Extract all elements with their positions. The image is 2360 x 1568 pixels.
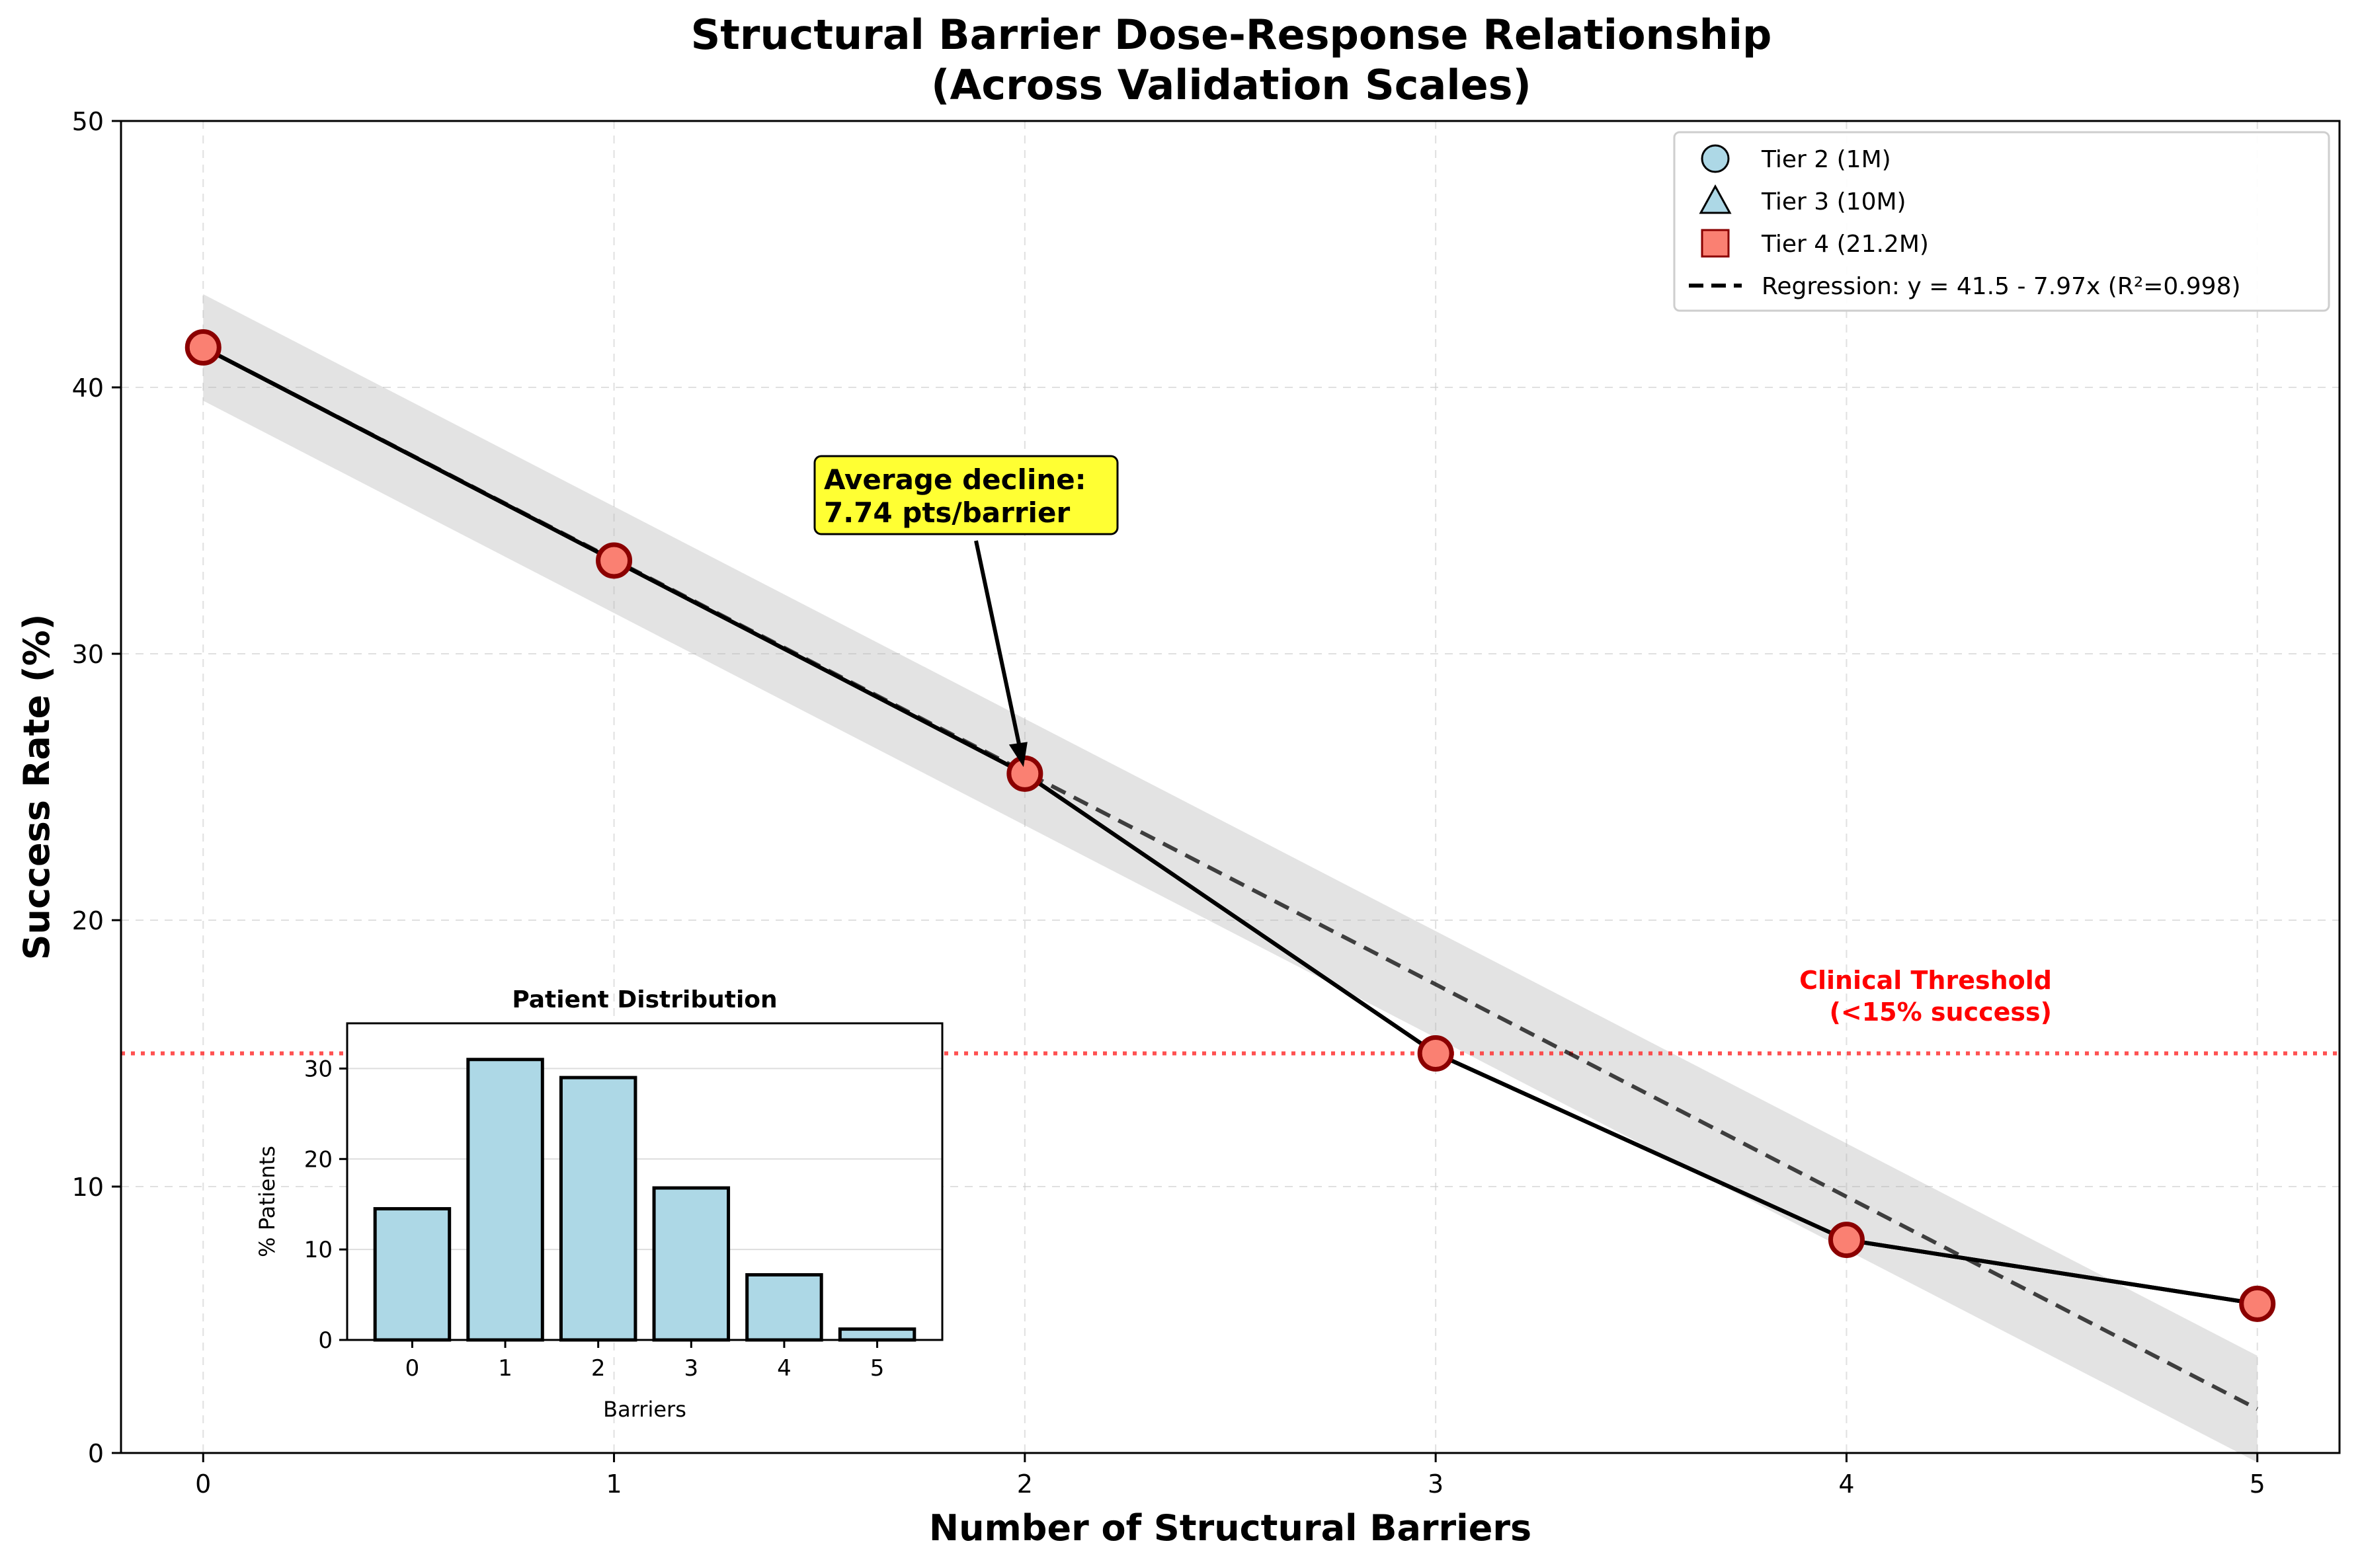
x-axis-label: Number of Structural Barriers xyxy=(929,1507,1531,1549)
legend-label: Tier 3 (10M) xyxy=(1761,188,1906,216)
inset-y-tick-label: 20 xyxy=(304,1146,333,1173)
data-point xyxy=(1006,755,1043,792)
inset-patient-distribution: 0 1 2 3 4 5 0 10 20 30 Patient Distribution Barrier… xyxy=(255,986,944,1422)
inset-x-tick-label: 0 xyxy=(405,1355,420,1382)
y-axis-ticks: 0 10 20 30 40 50 xyxy=(72,107,121,1468)
y-tick-label: 40 xyxy=(72,373,104,403)
data-point xyxy=(1417,1035,1454,1072)
x-tick-label: 2 xyxy=(1017,1470,1033,1499)
annotation-arrow-head xyxy=(1008,742,1028,767)
inset-x-tick-label: 5 xyxy=(870,1355,885,1382)
chart-title-line2: (Across Validation Scales) xyxy=(931,61,1531,109)
series-line-3 xyxy=(202,345,2258,1306)
legend-label-regression: Regression: y = 41.5 - 7.97x (R²=0.998) xyxy=(1762,273,2241,300)
y-tick-label: 50 xyxy=(72,107,104,136)
y-tick-label: 20 xyxy=(72,906,104,935)
series-line xyxy=(202,345,2258,1306)
inset-bar xyxy=(559,1076,637,1342)
legend-marker-square xyxy=(1701,229,1730,258)
x-tick-label: 1 xyxy=(606,1470,622,1499)
inset-bar xyxy=(466,1058,544,1342)
threshold-label-line1: Clinical Threshold xyxy=(1799,966,2052,995)
inset-bar xyxy=(652,1186,731,1342)
data-point xyxy=(596,542,633,579)
data-point xyxy=(184,329,222,366)
annotation-arrow-shaft xyxy=(974,540,1024,760)
data-point xyxy=(1828,1222,1865,1259)
data-point xyxy=(2239,1285,2276,1322)
y-axis-label: Success Rate (%) xyxy=(16,614,58,960)
inset-x-tick-label: 2 xyxy=(591,1355,606,1382)
average-decline-annotation: Average decline:7.74 pts/barrier xyxy=(813,455,1119,767)
inset-title: Patient Distribution xyxy=(512,986,777,1013)
inset-x-tick-label: 1 xyxy=(498,1355,512,1382)
inset-bar xyxy=(838,1327,916,1342)
inset-y-label: % Patients xyxy=(255,1146,280,1257)
x-axis-ticks: 0 1 2 3 4 5 xyxy=(195,1453,2265,1499)
legend-marker-triangle xyxy=(1699,184,1732,214)
annotation-text-line1: Average decline: xyxy=(824,463,1086,496)
y-tick-label: 10 xyxy=(72,1173,104,1202)
inset-bar xyxy=(373,1207,452,1342)
legend-label: Tier 4 (21.2M) xyxy=(1761,231,1929,258)
annotation-box xyxy=(813,455,1119,535)
threshold-label-line2: (<15% success) xyxy=(1830,998,2053,1027)
inset-x-tick-label: 4 xyxy=(777,1355,792,1382)
y-tick-label: 0 xyxy=(88,1439,104,1468)
x-tick-label: 3 xyxy=(1428,1470,1444,1499)
main-plot-frame xyxy=(120,120,2341,1454)
x-tick-label: 5 xyxy=(2250,1470,2265,1499)
inset-frame xyxy=(346,1022,944,1341)
chart-title-line1: Structural Barrier Dose-Response Relatio… xyxy=(691,11,1772,59)
inset-x-label: Barriers xyxy=(603,1397,686,1422)
inset-y-tick-label: 0 xyxy=(318,1327,333,1354)
clinical-threshold-label: Clinical Threshold (<15% success) xyxy=(1799,966,2052,1027)
series-markers xyxy=(184,329,2276,1322)
y-tick-label: 30 xyxy=(72,640,104,669)
inset-x-tick-label: 3 xyxy=(684,1355,698,1382)
legend-box xyxy=(1673,131,2330,312)
legend: Tier 2 (1M) Tier 3 (10M) Tier 4 (21.2M) Reg… xyxy=(1673,131,2330,312)
legend-label: Tier 2 (1M) xyxy=(1761,146,1891,173)
inset-y-tick-label: 30 xyxy=(304,1056,333,1082)
annotation-text-line2: 7.74 pts/barrier xyxy=(824,496,1070,529)
x-tick-label: 4 xyxy=(1838,1470,1854,1499)
inset-y-tick-label: 10 xyxy=(304,1237,333,1263)
inset-bar xyxy=(745,1273,823,1342)
legend-marker-circle xyxy=(1701,144,1730,173)
x-tick-label: 0 xyxy=(195,1470,211,1499)
